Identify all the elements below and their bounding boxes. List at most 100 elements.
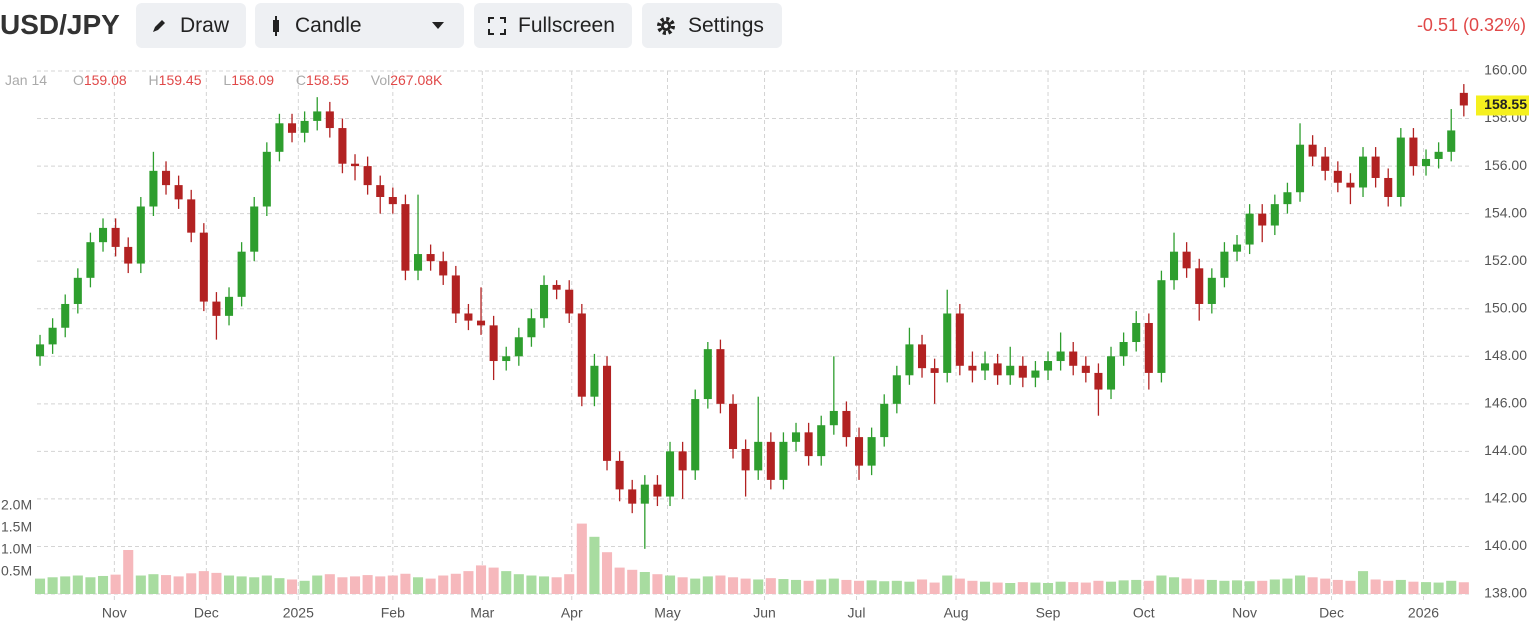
- candle-body: [287, 123, 297, 133]
- volume-bar: [929, 582, 940, 594]
- volume-bar: [992, 582, 1003, 594]
- volume-bar: [349, 576, 361, 594]
- volume-bar: [1181, 578, 1192, 594]
- legend-value: 159.08: [83, 72, 127, 88]
- candle-body: [615, 460, 624, 490]
- x-tick-label: Apr: [561, 605, 583, 621]
- legend-label: L: [223, 72, 232, 88]
- candle-body: [1447, 130, 1456, 152]
- volume-bar: [601, 552, 613, 594]
- candle-body: [1043, 361, 1053, 371]
- volume-bar: [715, 575, 726, 594]
- candle-body: [1333, 170, 1342, 183]
- legend-label: C: [295, 72, 307, 88]
- volume-bar: [47, 577, 58, 594]
- candle-body: [86, 242, 95, 278]
- volume-bar: [702, 576, 713, 594]
- volume-bar: [160, 575, 172, 594]
- candle-body: [61, 303, 70, 328]
- candle-body: [1094, 372, 1103, 390]
- candle-body: [476, 320, 486, 326]
- volume-bar: [186, 573, 197, 594]
- volume-bar: [1446, 580, 1457, 594]
- volume-tick-label: 2.0M: [1, 497, 32, 513]
- x-tick-label: Mar: [470, 605, 494, 621]
- volume-bar: [1005, 583, 1016, 594]
- volume-bar: [1458, 582, 1469, 594]
- candle-body: [867, 437, 876, 466]
- volume-bar: [362, 575, 373, 594]
- candle-body: [1384, 177, 1393, 197]
- volume-bar: [803, 580, 814, 594]
- settings-button[interactable]: Settings: [642, 3, 782, 48]
- button-label: Candle: [295, 13, 362, 37]
- candle-body: [1409, 137, 1418, 167]
- x-tick-label: Dec: [194, 605, 219, 621]
- volume-bar: [1408, 581, 1419, 594]
- volume-bar: [1219, 580, 1230, 594]
- volume-bar: [866, 580, 877, 594]
- candle-body: [552, 284, 561, 290]
- candle-body: [1132, 322, 1141, 343]
- candle-body: [1421, 158, 1431, 167]
- candle-body: [1346, 182, 1355, 188]
- candle-body: [728, 403, 738, 449]
- volume-bar: [1294, 575, 1306, 594]
- candle-body: [502, 356, 511, 362]
- volume-bar: [198, 571, 209, 594]
- volume-bar: [1383, 580, 1394, 594]
- volume-bar: [1156, 575, 1167, 594]
- volume-bar: [324, 574, 335, 594]
- volume-bar: [412, 577, 424, 594]
- candle-body: [741, 448, 750, 471]
- draw-button[interactable]: Draw: [136, 3, 246, 48]
- volume-bar: [1282, 578, 1293, 594]
- candle-body: [1220, 251, 1229, 278]
- y-tick-label: 154.00: [1484, 204, 1527, 220]
- candle-body: [1207, 277, 1216, 304]
- candle-body: [628, 489, 637, 504]
- candle-body: [1031, 370, 1040, 378]
- candle-body: [577, 313, 586, 397]
- candle-dropdown[interactable]: Candle: [255, 3, 464, 48]
- candle-body: [489, 325, 498, 362]
- volume-bar: [765, 578, 776, 594]
- volume-bar: [1345, 580, 1356, 594]
- volume-bar: [690, 578, 701, 594]
- volume-bar: [538, 576, 550, 594]
- legend-label: O: [72, 72, 84, 88]
- x-tick-label: Dec: [1319, 605, 1344, 621]
- volume-bar: [778, 579, 789, 594]
- candle-body: [565, 289, 574, 314]
- volume-bar: [274, 578, 285, 594]
- volume-bar: [1433, 582, 1444, 594]
- fullscreen-button[interactable]: Fullscreen: [474, 3, 632, 48]
- candle-body: [1245, 213, 1254, 245]
- candle-body: [1119, 342, 1128, 357]
- candle-body: [968, 365, 977, 371]
- candle-body: [804, 432, 813, 457]
- volume-bar: [652, 574, 663, 594]
- volume-bar: [967, 580, 978, 594]
- x-tick-label: Sep: [1036, 605, 1061, 621]
- candle-body: [842, 410, 851, 438]
- candle-body: [1144, 322, 1153, 373]
- x-tick-label: Jul: [848, 605, 866, 621]
- button-label: Draw: [180, 13, 230, 37]
- volume-tick-label: 1.0M: [1, 541, 32, 557]
- candle-body: [1434, 151, 1443, 159]
- candle-body: [955, 313, 964, 366]
- y-tick-label: 140.00: [1484, 537, 1527, 553]
- candle-body: [766, 441, 775, 480]
- candle-body: [313, 111, 322, 121]
- candle-body: [817, 425, 826, 457]
- y-tick-label: 156.00: [1484, 157, 1527, 173]
- candle-body: [1056, 351, 1065, 362]
- volume-bar: [501, 571, 512, 594]
- volume-bar: [1332, 579, 1343, 594]
- volume-bar: [1231, 580, 1243, 594]
- volume-bar: [740, 578, 751, 594]
- legend-value: 158.55: [306, 72, 349, 88]
- volume-bar: [677, 577, 688, 594]
